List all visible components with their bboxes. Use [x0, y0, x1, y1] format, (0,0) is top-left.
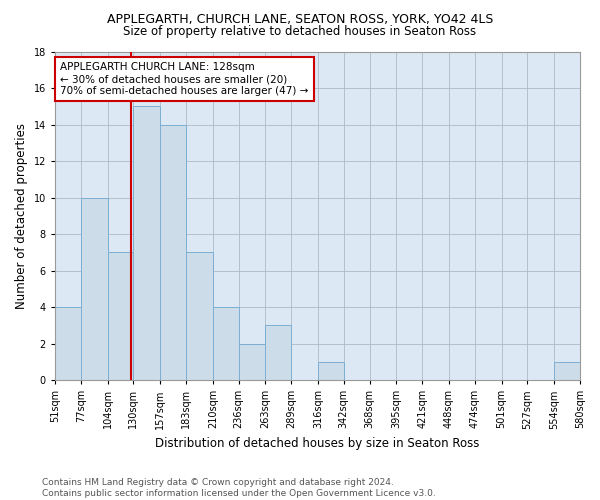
Text: Contains HM Land Registry data © Crown copyright and database right 2024.
Contai: Contains HM Land Registry data © Crown c…	[42, 478, 436, 498]
Bar	[186, 252, 213, 380]
Y-axis label: Number of detached properties: Number of detached properties	[15, 123, 28, 309]
Bar	[55, 307, 81, 380]
Bar	[81, 198, 107, 380]
Text: APPLEGARTH, CHURCH LANE, SEATON ROSS, YORK, YO42 4LS: APPLEGARTH, CHURCH LANE, SEATON ROSS, YO…	[107, 12, 493, 26]
X-axis label: Distribution of detached houses by size in Seaton Ross: Distribution of detached houses by size …	[155, 437, 479, 450]
Bar	[133, 106, 160, 380]
Text: Size of property relative to detached houses in Seaton Ross: Size of property relative to detached ho…	[124, 25, 476, 38]
Bar	[239, 344, 265, 380]
Bar	[554, 362, 580, 380]
Bar	[160, 124, 186, 380]
Text: APPLEGARTH CHURCH LANE: 128sqm
← 30% of detached houses are smaller (20)
70% of : APPLEGARTH CHURCH LANE: 128sqm ← 30% of …	[60, 62, 308, 96]
Bar	[107, 252, 133, 380]
Bar	[265, 326, 291, 380]
Bar	[318, 362, 344, 380]
Bar	[213, 307, 239, 380]
